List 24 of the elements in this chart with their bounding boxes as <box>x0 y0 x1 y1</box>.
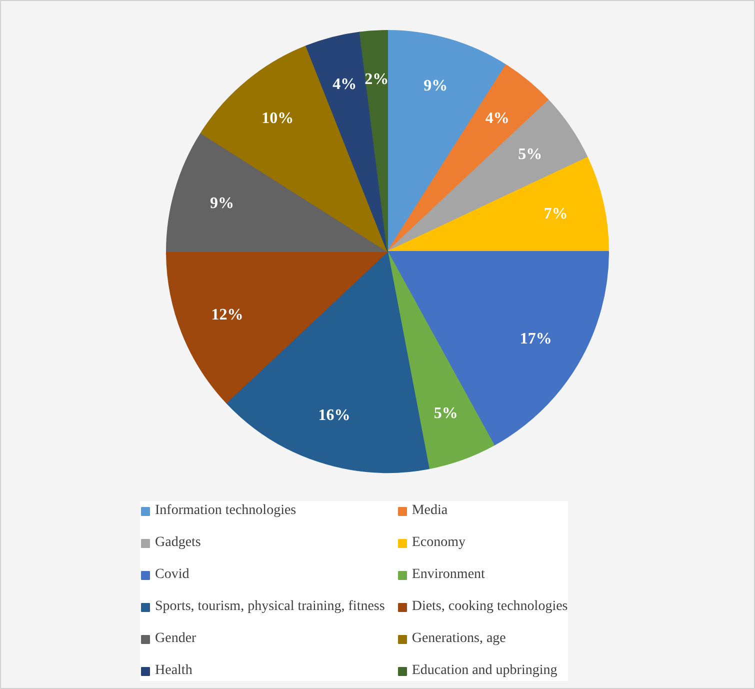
legend-label: Sports, tourism, physical training, fitness <box>155 598 385 616</box>
data-label: 17% <box>520 330 552 348</box>
legend-label: Media <box>412 502 448 520</box>
data-label: 16% <box>318 406 350 424</box>
data-label: 5% <box>518 146 542 164</box>
data-label: 12% <box>211 306 244 324</box>
legend-label: Education and upbringing <box>412 662 558 680</box>
data-label: 9% <box>210 194 234 212</box>
legend-label: Generations, age <box>412 630 506 648</box>
data-label: 9% <box>424 77 448 94</box>
legend-label: Gadgets <box>155 534 201 552</box>
legend-label: Health <box>155 662 192 680</box>
legend-label: Information technologies <box>155 502 296 520</box>
legend-label: Gender <box>155 630 196 648</box>
legend-label: Diets, cooking technologies <box>412 598 568 616</box>
data-label: 5% <box>434 405 458 422</box>
data-label: 7% <box>544 205 568 222</box>
legend-label: Covid <box>155 566 190 584</box>
legend-label: Environment <box>412 566 485 584</box>
data-label: 4% <box>485 110 510 128</box>
data-label: 2% <box>364 70 389 88</box>
legend-label: Economy <box>412 534 466 552</box>
data-label: 4% <box>332 76 357 94</box>
data-label: 10% <box>262 110 294 128</box>
